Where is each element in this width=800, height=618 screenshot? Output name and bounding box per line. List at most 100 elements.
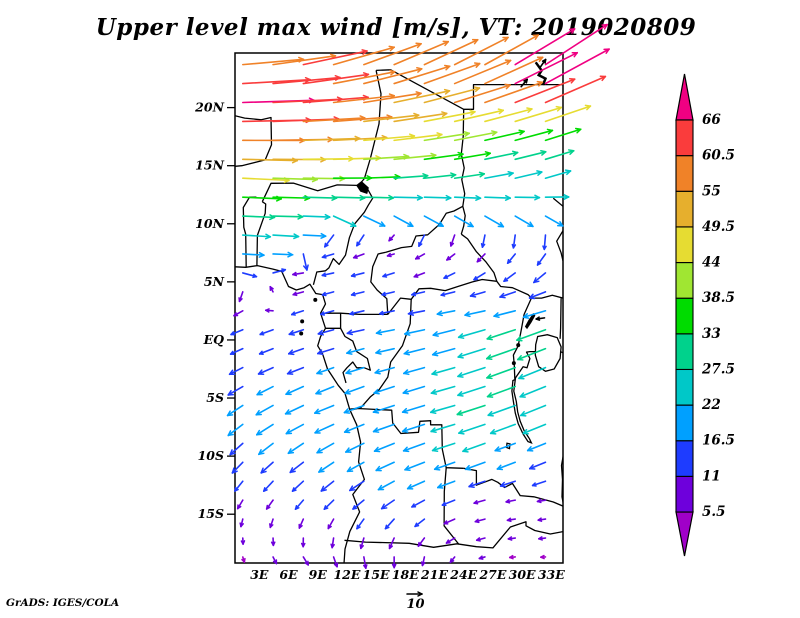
wind-arrow-head	[523, 78, 528, 82]
wind-arrow-head	[507, 538, 513, 541]
wind-arrow-shaft	[423, 196, 452, 199]
wind-arrow	[393, 132, 443, 142]
wind-arrow-shaft	[544, 75, 607, 104]
wind-arrow	[227, 385, 244, 396]
wind-arrow-shaft	[352, 499, 365, 510]
wind-arrow-shaft	[272, 76, 341, 85]
wind-arrow	[514, 28, 576, 66]
wind-arrow	[507, 536, 517, 541]
wind-arrow-shaft	[407, 309, 426, 315]
wind-arrow-shaft	[544, 105, 592, 123]
wind-arrow	[393, 111, 448, 123]
wind-arrow-head	[457, 151, 464, 155]
wind-arrow	[346, 347, 365, 355]
wind-arrow-head	[469, 221, 474, 228]
bioko-island	[313, 297, 318, 302]
wind-arrow-head	[327, 525, 332, 530]
wind-arrow	[363, 556, 368, 570]
wind-arrow-shaft	[321, 291, 335, 296]
wind-arrow-shaft	[321, 253, 335, 259]
nigeria-cameroon-border	[312, 187, 374, 285]
libya-egypt-sudan-border	[376, 69, 563, 110]
wind-arrow	[514, 105, 563, 123]
wind-arrow-shaft	[443, 518, 456, 525]
wind-arrow-shaft	[262, 480, 274, 492]
wind-arrow	[457, 347, 486, 359]
wind-arrow-shaft	[302, 215, 331, 218]
wind-arrow-shaft	[485, 347, 517, 360]
wind-arrow	[542, 234, 547, 251]
wind-arrow-shaft	[314, 423, 335, 434]
gabon-congo-border	[340, 327, 371, 384]
wind-arrow	[436, 309, 456, 317]
lake-victoria	[534, 334, 562, 373]
wind-arrow-shaft	[382, 272, 395, 278]
reference-vector-label: 10	[406, 597, 424, 612]
wind-arrow-shaft	[302, 234, 327, 237]
colorbar-segment	[675, 226, 694, 264]
wind-arrow	[345, 442, 365, 453]
wind-arrow	[403, 366, 426, 376]
wind-arrow-shaft	[514, 215, 534, 228]
wind-arrow-shaft	[284, 404, 305, 415]
wind-arrow-head	[320, 313, 326, 316]
wind-arrow	[317, 328, 335, 336]
wind-arrow-head	[374, 372, 381, 375]
wind-arrow-head	[486, 357, 493, 361]
wind-arrow	[287, 442, 305, 455]
wind-arrow	[528, 461, 547, 470]
wind-arrow	[393, 64, 451, 85]
wind-arrow	[453, 130, 498, 142]
lon-label: 6E	[279, 567, 298, 582]
wind-arrow	[290, 309, 305, 316]
wind-arrow-head	[384, 526, 390, 530]
angola-drc-border	[352, 407, 464, 469]
wind-arrow-head	[516, 339, 523, 342]
wind-arrow	[388, 234, 395, 242]
wind-arrow-shaft	[423, 215, 444, 227]
wind-arrow-shaft	[320, 480, 335, 492]
colorbar-label: 27.5	[701, 361, 735, 377]
lon-label: 3E	[250, 567, 269, 582]
wind-arrow	[514, 194, 541, 201]
lat-label: 15N	[195, 158, 224, 173]
wind-arrow-head	[546, 128, 554, 132]
wind-arrow-head	[505, 501, 511, 504]
wind-arrow-head	[304, 76, 311, 81]
wind-arrow-head	[321, 274, 327, 277]
wind-arrow-head	[486, 395, 494, 398]
wind-arrow-shaft	[486, 366, 517, 379]
wind-arrow	[292, 271, 305, 277]
wind-arrow-head	[265, 233, 272, 238]
sao-tome-island	[299, 331, 304, 336]
wind-arrow-shaft	[414, 518, 426, 528]
wind-arrow	[256, 385, 274, 396]
wind-arrow-head	[418, 243, 423, 247]
wind-arrow	[393, 88, 451, 104]
wind-arrow-shaft	[332, 556, 338, 568]
wind-arrow-shaft	[403, 347, 426, 355]
wind-arrow	[514, 51, 579, 85]
wind-arrow-head	[321, 256, 327, 259]
wind-arrow-head	[346, 332, 353, 336]
wind-arrow-head	[349, 313, 355, 316]
wind-arrow	[349, 480, 365, 492]
wind-arrow	[484, 34, 540, 66]
wind-arrow	[323, 499, 335, 510]
wind-arrow-head	[298, 525, 303, 529]
wind-arrow	[486, 385, 517, 398]
wind-arrow-shaft	[433, 461, 456, 471]
wind-arrow	[520, 404, 547, 417]
wind-arrow	[511, 234, 517, 249]
wind-arrow-shaft	[241, 215, 276, 219]
wind-arrow-shaft	[285, 385, 305, 396]
wind-arrow-shaft	[352, 253, 365, 259]
wind-arrow-shaft	[315, 385, 335, 395]
wind-arrow	[302, 556, 310, 566]
lon-label: 12E	[333, 567, 360, 582]
wind-arrow-head	[226, 414, 234, 417]
wind-arrow	[469, 291, 486, 298]
wind-arrow-head	[287, 251, 294, 256]
wind-arrow	[363, 215, 386, 227]
wind-arrow-shaft	[393, 112, 448, 123]
